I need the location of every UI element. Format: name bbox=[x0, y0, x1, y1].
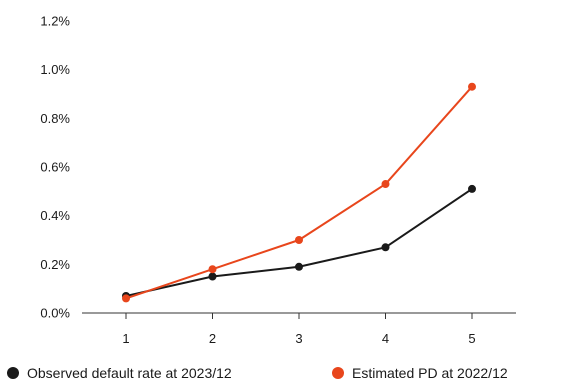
legend-label: Estimated PD at 2022/12 bbox=[352, 365, 508, 381]
y-tick-label: 1.0% bbox=[40, 62, 70, 77]
data-point bbox=[295, 236, 303, 244]
series-estimated-pd bbox=[122, 82, 476, 303]
series-layer bbox=[122, 82, 476, 303]
x-tick-label: 4 bbox=[382, 331, 389, 346]
legend-label: Observed default rate at 2023/12 bbox=[27, 365, 232, 381]
legend-item: Observed default rate at 2023/12 bbox=[7, 365, 232, 381]
x-tick-label: 2 bbox=[209, 331, 216, 346]
data-point bbox=[295, 262, 303, 271]
x-tick-label: 1 bbox=[122, 331, 129, 346]
x-tick-label: 3 bbox=[295, 331, 302, 346]
series-observed-default-rate bbox=[122, 184, 476, 300]
y-tick-label: 0.2% bbox=[40, 257, 70, 272]
y-axis-tick-labels: 0.0% 0.2% 0.4% 0.6% 0.8% 1.0% 1.2% bbox=[40, 14, 70, 321]
legend: Observed default rate at 2023/12 Estimate… bbox=[7, 365, 508, 381]
y-tick-label: 0.4% bbox=[40, 208, 70, 223]
data-point bbox=[208, 265, 217, 274]
x-tick-label: 5 bbox=[468, 331, 475, 346]
data-point bbox=[468, 184, 476, 193]
y-tick-label: 1.2% bbox=[40, 14, 70, 29]
data-point bbox=[468, 82, 476, 91]
y-tick-label: 0.6% bbox=[40, 160, 70, 175]
data-point bbox=[122, 294, 130, 303]
legend-item: Estimated PD at 2022/12 bbox=[332, 365, 508, 381]
data-point bbox=[381, 243, 390, 252]
y-tick-label: 0.0% bbox=[40, 306, 70, 321]
x-axis-ticks: 1 2 3 4 5 bbox=[122, 313, 476, 346]
legend-marker bbox=[7, 367, 19, 379]
data-point bbox=[381, 180, 390, 189]
legend-marker bbox=[332, 367, 344, 379]
y-tick-label: 0.8% bbox=[40, 111, 70, 126]
data-point bbox=[208, 272, 217, 281]
